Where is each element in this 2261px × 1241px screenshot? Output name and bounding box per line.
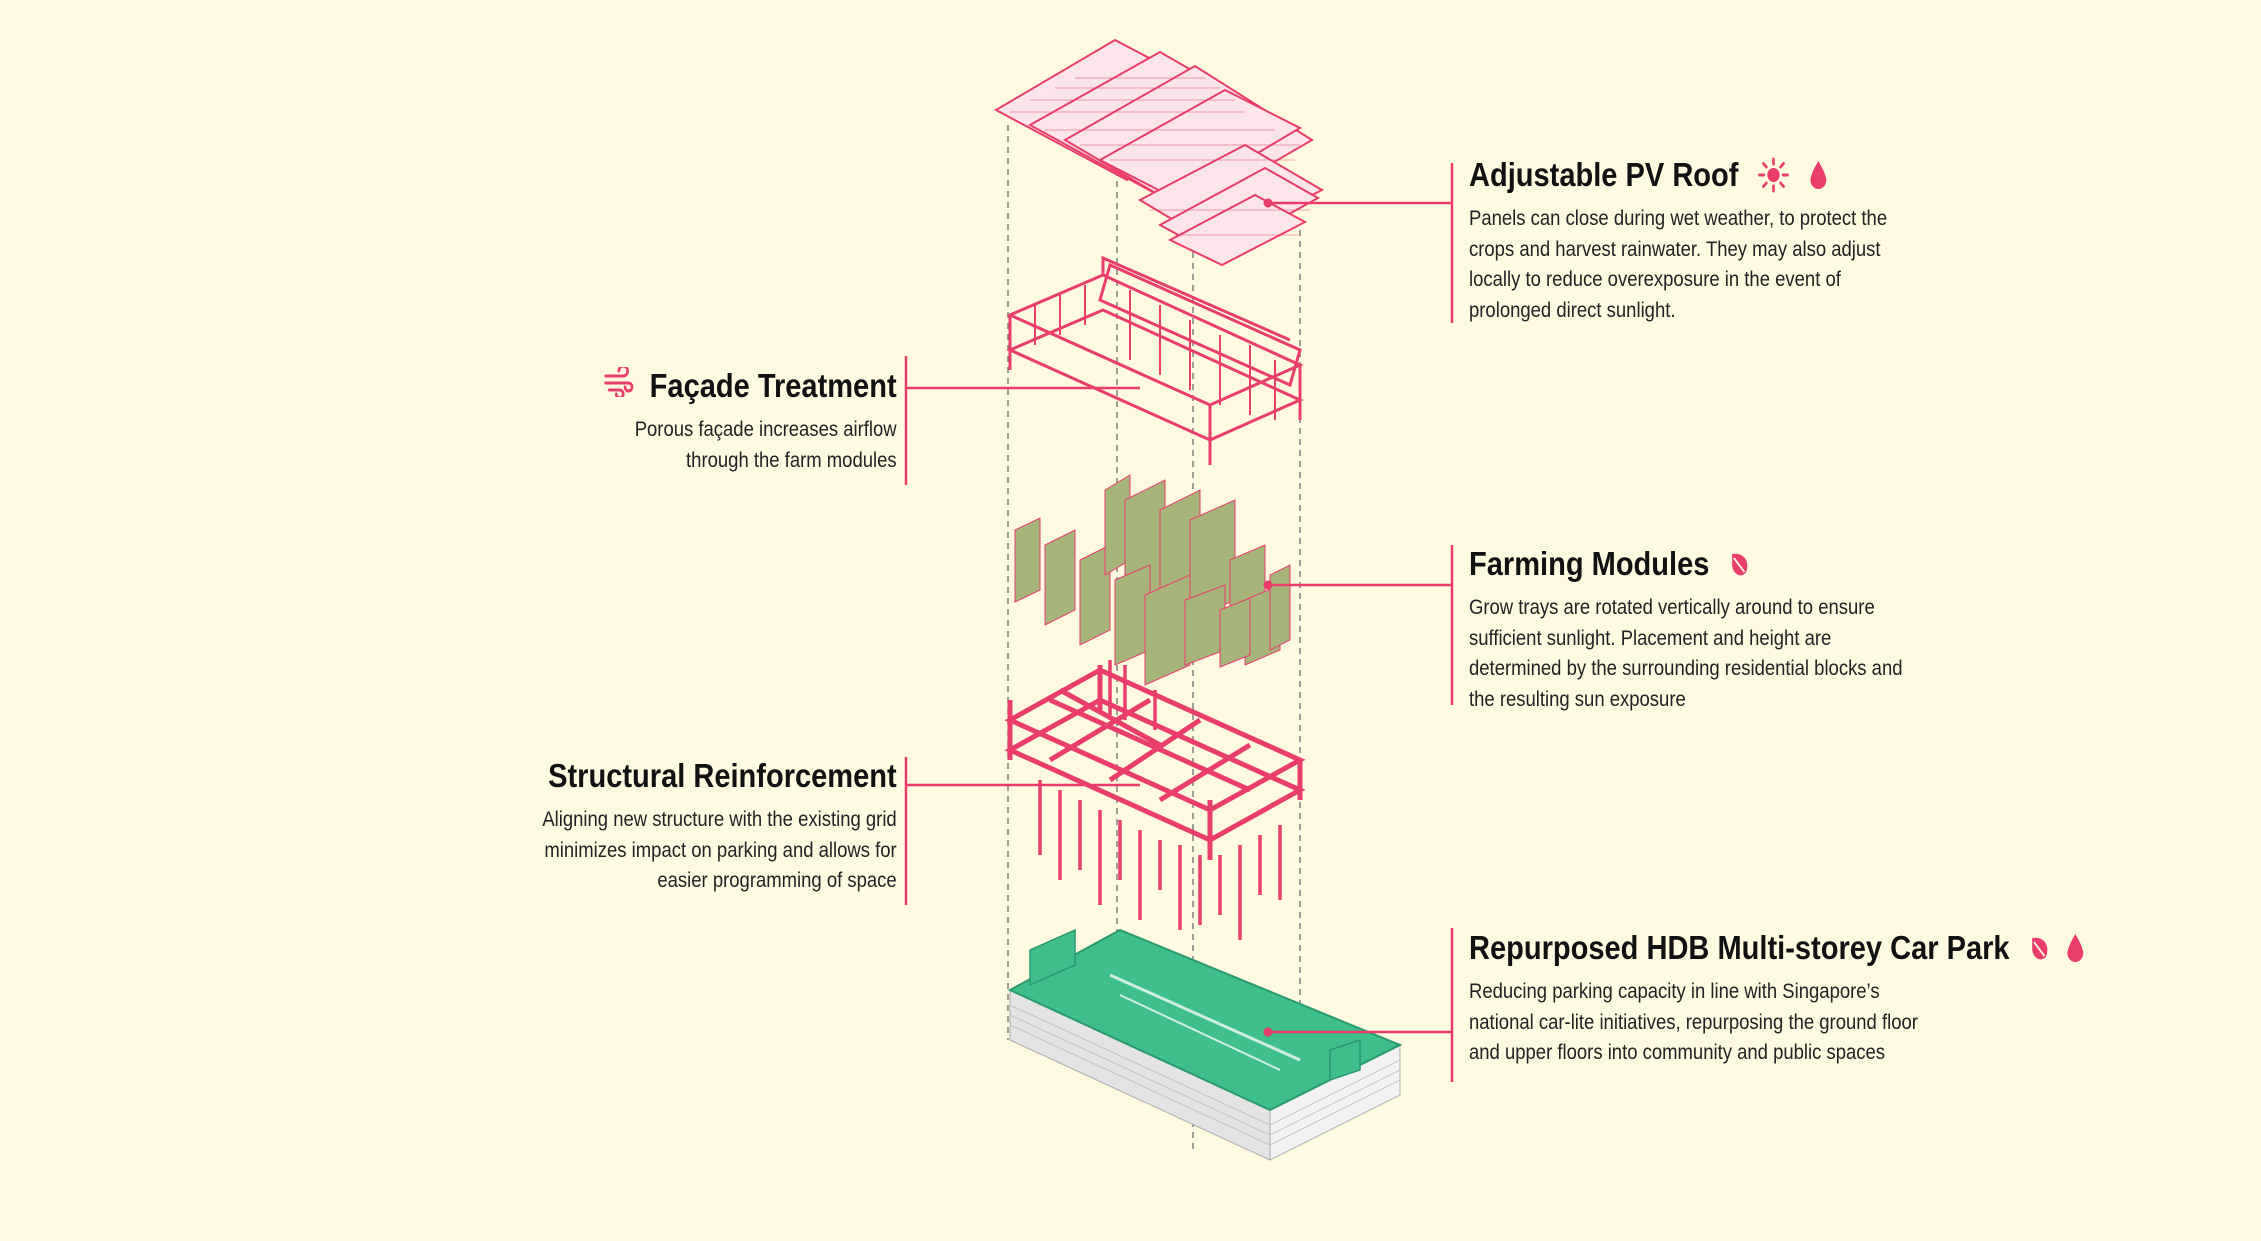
pv-roof-layer: [993, 38, 1325, 267]
structural-label: Structural Reinforcement Aligning new st…: [494, 757, 897, 897]
carpark-description: Reducing parking capacity in line with S…: [1469, 980, 1918, 1064]
water-drop-icon: [1809, 159, 1828, 191]
structural-columns: [1038, 660, 1282, 940]
carpark-label: Repurposed HDB Multi-storey Car Park Red…: [1469, 929, 2169, 1069]
wind-icon: [604, 364, 634, 405]
car-park-building: [1007, 928, 1403, 1161]
facade-layer: [1006, 255, 1304, 465]
structural-title: Structural Reinforcement: [548, 757, 897, 794]
pv-roof-description: Panels can close during wet weather, to …: [1469, 207, 1888, 322]
facade-title: Façade Treatment: [604, 364, 897, 405]
carpark-title: Repurposed HDB Multi-storey Car Park: [1469, 929, 2085, 967]
facade-mullions: [1034, 285, 1276, 420]
leaf-icon: [1729, 550, 1752, 578]
structural-frame-layer: [1004, 665, 1306, 860]
pv-roof-title: Adjustable PV Roof: [1469, 156, 1887, 194]
pv-roof-label: Adjustable PV Roof Panels can close duri…: [1469, 156, 1944, 326]
farming-modules-layer: [1014, 474, 1291, 686]
farming-title: Farming Modules: [1469, 545, 1903, 583]
farming-label: Farming Modules Grow trays are rotated v…: [1469, 545, 1962, 715]
water-drop-icon: [2066, 932, 2085, 964]
pv-panel-lines: [1010, 77, 1310, 236]
sun-icon: [1758, 157, 1790, 193]
leader-dots: [1263, 198, 1273, 1037]
structural-description: Aligning new structure with the existing…: [542, 808, 897, 892]
facade-description: Porous façade increases airflow through …: [635, 418, 897, 472]
farming-description: Grow trays are rotated vertically around…: [1469, 596, 1903, 711]
facade-label: Façade Treatment Porous façade increases…: [564, 364, 897, 476]
leaf-icon: [2029, 934, 2052, 962]
leader-lines: [904, 163, 1454, 1082]
